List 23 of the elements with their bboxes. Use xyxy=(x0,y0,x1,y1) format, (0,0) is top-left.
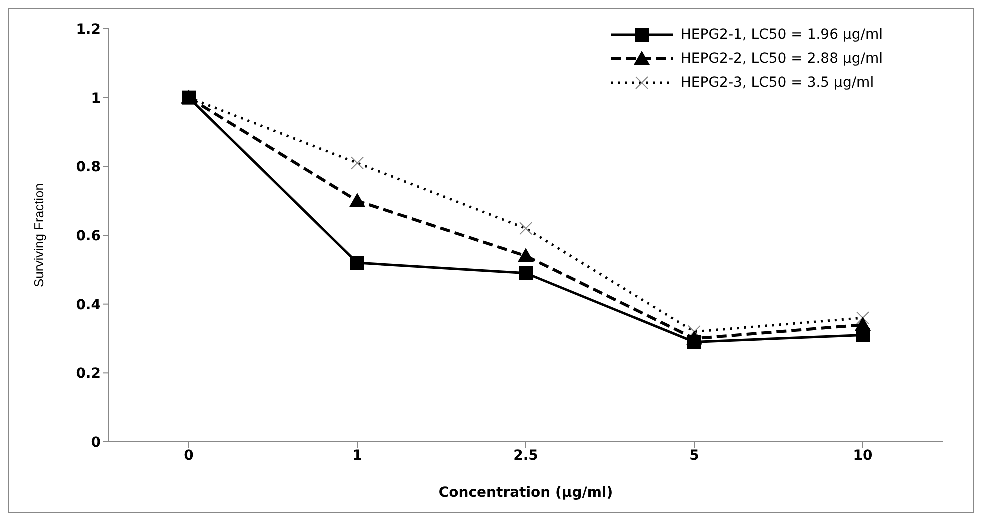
y-tick-label: 0.8 xyxy=(76,160,101,176)
x-tick-label: 1 xyxy=(352,448,362,464)
y-tick-label: 0.6 xyxy=(76,228,101,244)
y-tick-label: 0 xyxy=(91,434,102,451)
x-tick-label: 5 xyxy=(690,448,700,464)
y-axis-title: Surviving Fraction xyxy=(32,183,47,288)
point xyxy=(856,328,870,342)
y-tick-label: 1.2 xyxy=(76,22,101,38)
y-tick-label: 0.2 xyxy=(76,366,101,382)
x-tick-label: 10 xyxy=(853,448,873,464)
x-tick-label: 2.5 xyxy=(514,448,538,464)
legend-label: HEPG2-1, LC50 = 1.96 µg/ml xyxy=(680,27,883,43)
y-tick-label: 0.4 xyxy=(76,297,102,314)
point xyxy=(350,193,366,208)
point xyxy=(688,335,702,350)
point xyxy=(518,248,534,262)
point xyxy=(519,266,533,280)
x-tick-label: 0 xyxy=(184,448,194,464)
legend-label: HEPG2-3, LC50 = 3.5 µg/ml xyxy=(680,75,874,91)
point xyxy=(350,256,364,270)
y-tick-label: 1 xyxy=(91,90,101,107)
legend-label: HEPG2-2, LC50 = 2.88 µg/ml xyxy=(680,51,883,67)
x-axis-title: Concentration (µg/ml) xyxy=(438,485,614,501)
